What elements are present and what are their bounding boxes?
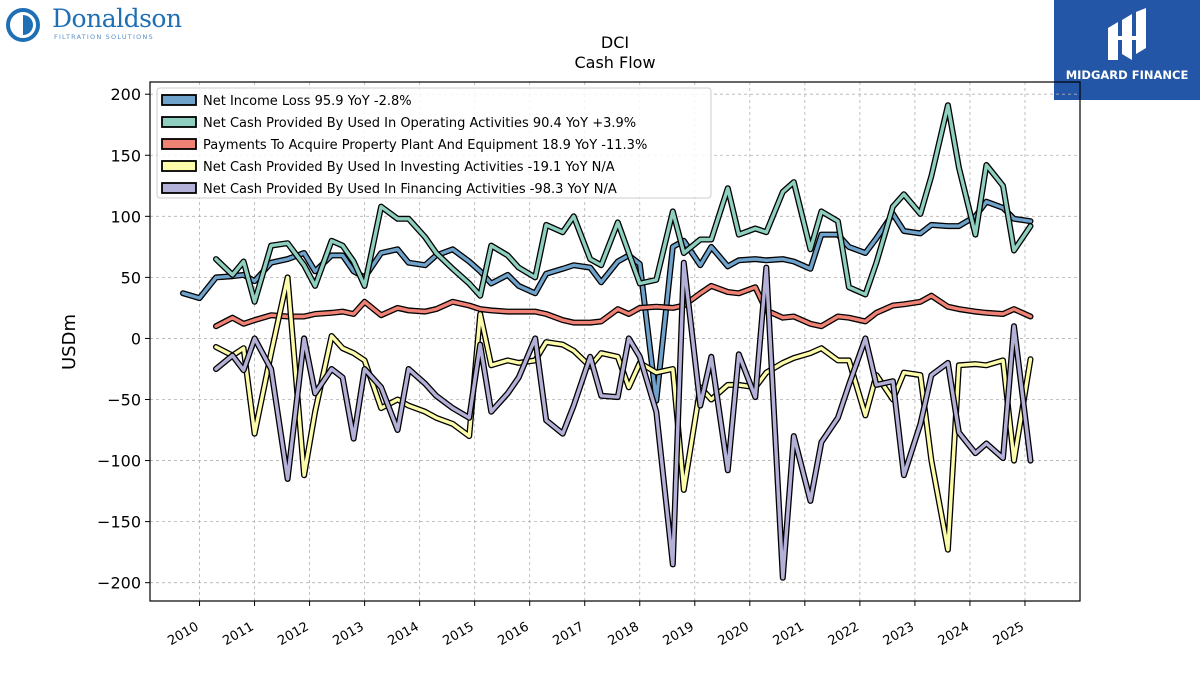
chart-subtitle: Cash Flow <box>574 53 655 72</box>
x-tick-label: 2019 <box>661 619 697 649</box>
legend-swatch <box>161 182 197 194</box>
plot-frame <box>149 81 1081 602</box>
series-line <box>213 102 1034 305</box>
y-axis-label: USDm <box>59 314 80 370</box>
legend: Net Income Loss 95.9 YoY -2.8% Net Cash P… <box>156 87 712 199</box>
publisher-name: MIDGARD FINANCE <box>1065 68 1189 82</box>
series-line <box>213 282 1034 330</box>
series-line <box>213 274 1034 553</box>
legend-swatch <box>161 116 197 128</box>
x-tick-label: 2022 <box>826 619 862 649</box>
y-tick-label: 0 <box>131 329 141 348</box>
series-layer <box>180 102 1034 581</box>
legend-label: Net Cash Provided By Used In Operating A… <box>203 116 636 131</box>
x-tick-label: 2025 <box>991 619 1027 649</box>
x-tick-label: 2011 <box>220 619 256 649</box>
series-line <box>213 259 1034 581</box>
x-tick-label: 2016 <box>496 619 532 649</box>
legend-label: Net Cash Provided By Used In Financing A… <box>203 182 617 197</box>
y-tick-label: 50 <box>121 268 141 287</box>
x-tick-label: 2015 <box>441 619 477 649</box>
legend-swatch <box>161 160 197 172</box>
x-tick-label: 2023 <box>881 619 917 649</box>
legend-label: Net Cash Provided By Used In Investing A… <box>203 160 615 175</box>
legend-label: Payments To Acquire Property Plant And E… <box>203 138 647 153</box>
y-tick-label: 150 <box>110 146 141 165</box>
company-tagline: FILTRATION SOLUTIONS <box>54 33 154 41</box>
x-tick-label: 2014 <box>385 619 421 649</box>
company-logo: Donaldson FILTRATION SOLUTIONS <box>4 4 194 46</box>
y-tick-label: −200 <box>97 574 141 593</box>
x-tick-label: 2013 <box>330 619 366 649</box>
x-tick-label: 2012 <box>275 619 311 649</box>
x-tick-label: 2017 <box>551 619 587 649</box>
x-tick-label: 2021 <box>771 619 807 649</box>
y-tick-label: −150 <box>97 513 141 532</box>
legend-swatch <box>161 138 197 150</box>
publisher-logo: MIDGARD FINANCE <box>1054 0 1200 100</box>
donaldson-logo-icon <box>6 8 40 42</box>
y-tick-label: 100 <box>110 207 141 226</box>
company-name: Donaldson <box>52 4 182 33</box>
legend-label: Net Income Loss 95.9 YoY -2.8% <box>203 94 412 109</box>
legend-swatch <box>161 94 197 106</box>
midgard-logo-icon <box>1108 8 1146 60</box>
x-tick-label: 2018 <box>606 619 642 649</box>
x-tick-label: 2020 <box>716 619 752 649</box>
x-tick-label: 2010 <box>165 619 201 649</box>
legend-box <box>156 87 712 199</box>
y-tick-label: −50 <box>107 391 141 410</box>
y-tick-label: −100 <box>97 452 141 471</box>
y-tick-label: 200 <box>110 85 141 104</box>
chart-title: DCI <box>601 33 629 52</box>
x-tick-label: 2024 <box>936 619 972 649</box>
